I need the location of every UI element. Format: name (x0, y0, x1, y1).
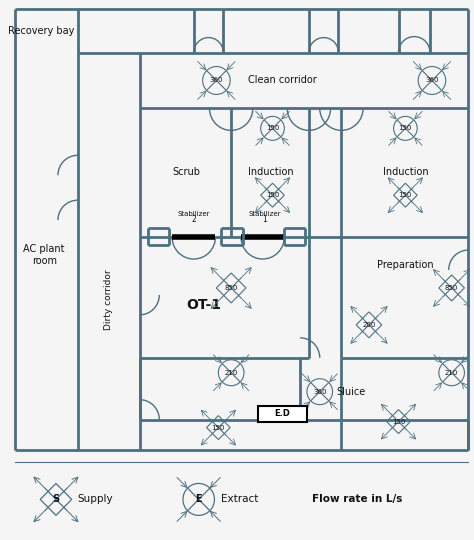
Text: 150: 150 (266, 125, 279, 131)
Text: Flow rate in L/s: Flow rate in L/s (312, 495, 402, 504)
Text: Recovery bay: Recovery bay (8, 25, 74, 36)
Text: E.D: E.D (274, 409, 290, 418)
Text: 850: 850 (445, 285, 458, 291)
Text: 360: 360 (313, 389, 327, 395)
Text: Sluice: Sluice (337, 387, 366, 397)
Text: E: E (195, 495, 202, 504)
Text: Extract: Extract (221, 495, 259, 504)
Text: 150: 150 (399, 125, 412, 131)
Text: 2: 2 (191, 215, 196, 224)
Text: Stabilizer: Stabilizer (178, 211, 210, 217)
Text: 210: 210 (445, 370, 458, 376)
Text: 150: 150 (399, 192, 412, 198)
Text: Induction: Induction (248, 167, 293, 177)
Text: Dirty corridor: Dirty corridor (104, 269, 113, 330)
Text: 360: 360 (210, 77, 223, 84)
Text: AC plant
room: AC plant room (23, 244, 65, 266)
Bar (258, 406, 307, 422)
Text: Preparation: Preparation (377, 260, 434, 270)
Text: Clean corridor: Clean corridor (248, 76, 317, 85)
Text: Scrub: Scrub (172, 167, 200, 177)
Text: 150: 150 (266, 192, 279, 198)
Text: 150: 150 (212, 424, 225, 430)
Text: Supply: Supply (78, 495, 113, 504)
Text: Stabilizer: Stabilizer (248, 211, 281, 217)
Text: S: S (53, 495, 60, 504)
Text: 1: 1 (262, 215, 267, 224)
Text: Induction: Induction (383, 167, 428, 177)
Text: 200: 200 (362, 322, 376, 328)
Text: OT-1: OT-1 (186, 298, 221, 312)
Text: 210: 210 (225, 370, 238, 376)
Text: 150: 150 (392, 418, 405, 424)
Text: 850: 850 (225, 285, 238, 291)
Text: 360: 360 (425, 77, 439, 84)
